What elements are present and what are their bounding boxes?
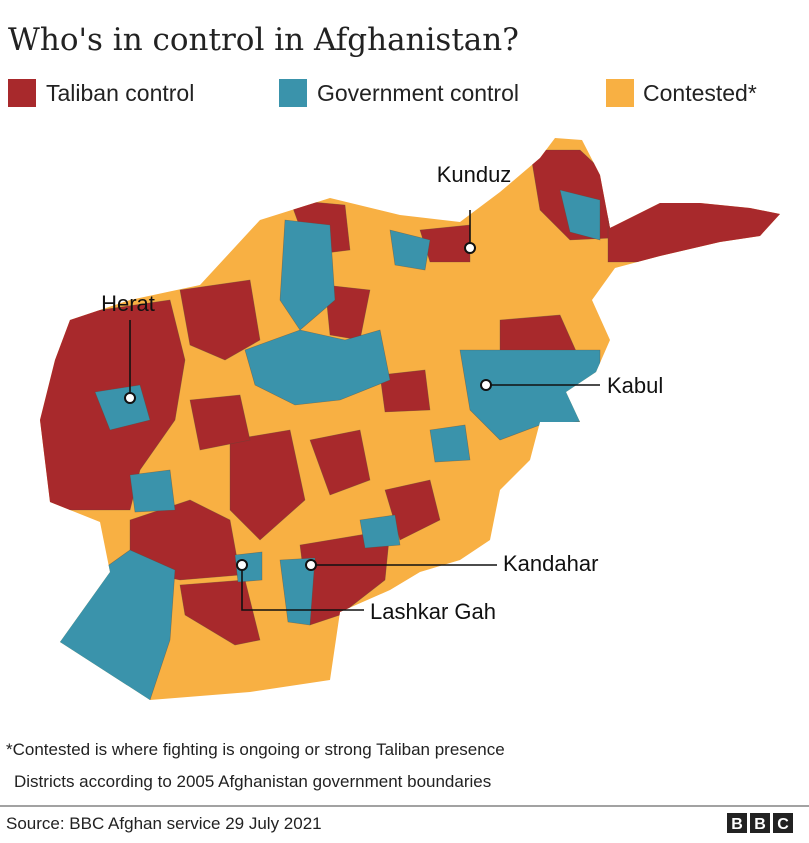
logo-letter: C (777, 816, 789, 833)
region (607, 197, 780, 263)
region (179, 279, 261, 361)
region (129, 469, 176, 513)
legend-swatch (606, 79, 634, 107)
city-label: Kabul (607, 373, 663, 398)
legend-swatch (8, 79, 36, 107)
logo-letter: B (754, 816, 766, 833)
region (389, 229, 431, 271)
city-marker (464, 242, 476, 254)
title: Who's in control in Afghanistan? (8, 22, 519, 58)
region (309, 429, 371, 496)
region (359, 514, 401, 549)
city-marker (480, 379, 492, 391)
legend-label: Government control (317, 80, 519, 106)
bbc-logo: B B C (727, 813, 793, 833)
logo-block (750, 813, 770, 833)
region (59, 549, 176, 700)
source: Source: BBC Afghan service 29 July 2021 (6, 814, 322, 833)
region (94, 384, 151, 431)
legend-swatch (279, 79, 307, 107)
region (429, 424, 471, 463)
city-label: Herat (101, 291, 155, 316)
legend-label: Taliban control (46, 80, 194, 106)
city-marker (124, 392, 136, 404)
region (559, 189, 601, 241)
region (179, 579, 261, 646)
logo-block (727, 813, 747, 833)
logo-block (773, 813, 793, 833)
legend-label: Contested* (643, 80, 757, 106)
map (40, 138, 780, 700)
region (244, 329, 391, 406)
region (189, 394, 251, 451)
city-label: Kandahar (503, 551, 598, 576)
region (279, 219, 336, 331)
region (379, 369, 431, 413)
region (279, 557, 316, 626)
city-marker (236, 559, 248, 571)
city-marker (305, 559, 317, 571)
footnote: Districts according to 2005 Afghanistan … (14, 772, 491, 791)
city-label: Kunduz (437, 162, 512, 187)
footnote: *Contested is where fighting is ongoing … (6, 740, 505, 759)
logo-letter: B (731, 816, 743, 833)
leader-line (241, 567, 364, 611)
city-label: Lashkar Gah (370, 599, 496, 624)
region (229, 429, 306, 541)
